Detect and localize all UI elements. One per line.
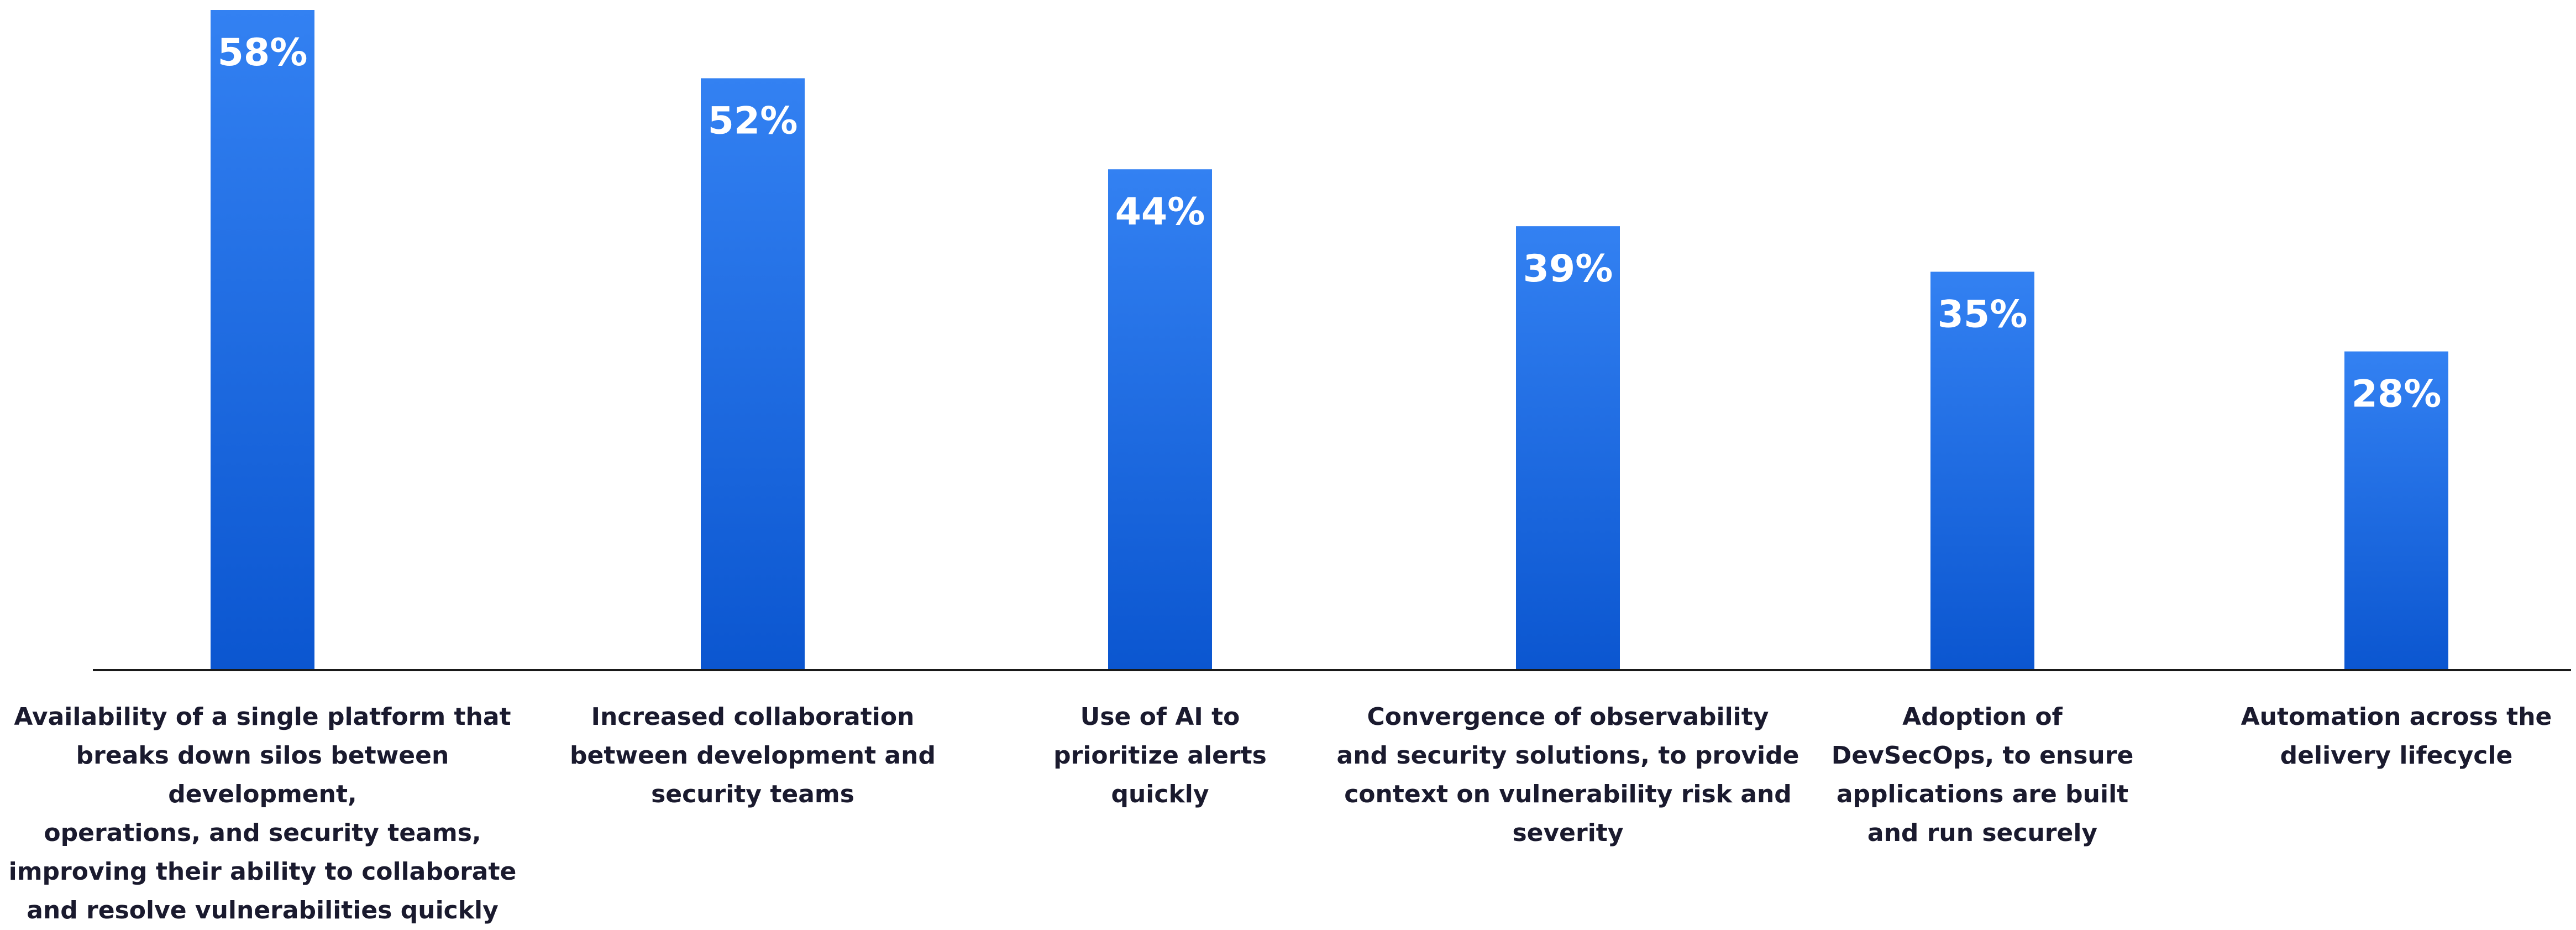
bar-value-label-4: 39%	[1523, 247, 1613, 291]
bar-value-label-6: 28%	[2352, 373, 2442, 416]
bar-value-label-5: 35%	[1938, 292, 2028, 336]
category-label-6: Automation across the delivery lifecycle	[2241, 703, 2552, 770]
category-label-5: Adoption of DevSecOps, to ensure applica…	[1831, 703, 2134, 847]
bar-3	[1108, 169, 1212, 670]
bar-6	[2344, 351, 2448, 670]
category-label-2: Increased collaboration between developm…	[570, 703, 936, 808]
bar-2	[701, 78, 805, 671]
bar-4	[1516, 226, 1620, 670]
bar-chart: 58% 52% 44% 39% 35% 28%	[93, 10, 2571, 671]
category-label-1: Availability of a single platform that b…	[8, 703, 517, 924]
category-label-3: Use of AI to prioritize alerts quickly	[1053, 703, 1267, 808]
bar-5	[1930, 271, 2034, 670]
category-label-4: Convergence of observability and securit…	[1336, 703, 1799, 847]
bar-value-label-3: 44%	[1115, 190, 1205, 234]
bar-value-label-2: 52%	[708, 100, 798, 143]
bars-layer: 58% 52% 44% 39% 35% 28%	[211, 10, 2448, 671]
bar-value-label-1: 58%	[218, 31, 308, 75]
bar-1	[211, 10, 314, 670]
